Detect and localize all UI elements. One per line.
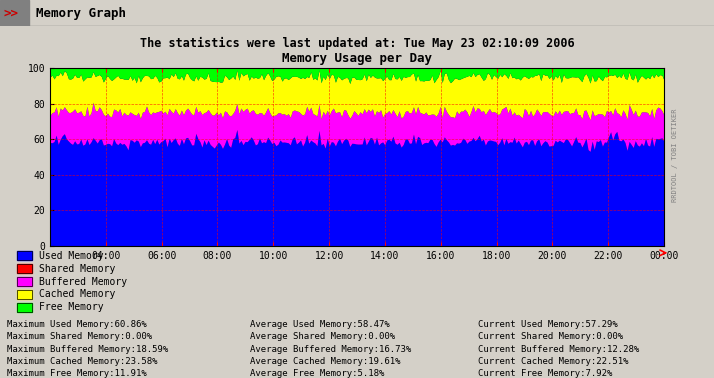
Bar: [0, 0, 29, 26]
Bar: [17, 264, 31, 273]
Text: Free Memory: Free Memory: [39, 302, 104, 312]
Text: Current Free Memory:7.92%: Current Free Memory:7.92%: [478, 369, 613, 378]
Bar: [17, 251, 31, 260]
Text: Average Shared Memory:0.00%: Average Shared Memory:0.00%: [250, 332, 395, 341]
Text: Average Used Memory:58.47%: Average Used Memory:58.47%: [250, 320, 390, 329]
Bar: [17, 264, 31, 273]
Text: Average Cached Memory:19.61%: Average Cached Memory:19.61%: [250, 357, 401, 366]
Bar: [17, 251, 31, 260]
Text: Used Memory: Used Memory: [39, 251, 104, 261]
Bar: [17, 303, 31, 312]
Text: Average Buffered Memory:16.73%: Average Buffered Memory:16.73%: [250, 345, 411, 354]
Bar: [17, 277, 31, 286]
Title: Memory Usage per Day: Memory Usage per Day: [282, 53, 432, 65]
Bar: [17, 277, 31, 286]
Text: Cached Memory: Cached Memory: [39, 290, 116, 299]
Text: The statistics were last updated at: Tue May 23 02:10:09 2006: The statistics were last updated at: Tue…: [140, 37, 574, 50]
Text: RRDTOOL / TOBI OETIKER: RRDTOOL / TOBI OETIKER: [672, 108, 678, 202]
Text: Maximum Buffered Memory:18.59%: Maximum Buffered Memory:18.59%: [7, 345, 169, 354]
Text: Current Cached Memory:22.51%: Current Cached Memory:22.51%: [478, 357, 629, 366]
Bar: [17, 290, 31, 299]
Text: Shared Memory: Shared Memory: [39, 264, 116, 274]
Text: Maximum Used Memory:60.86%: Maximum Used Memory:60.86%: [7, 320, 147, 329]
Text: Buffered Memory: Buffered Memory: [39, 277, 127, 287]
Text: Average Free Memory:5.18%: Average Free Memory:5.18%: [250, 369, 384, 378]
Text: Maximum Free Memory:11.91%: Maximum Free Memory:11.91%: [7, 369, 147, 378]
Bar: [17, 303, 31, 312]
Text: >>: >>: [4, 7, 19, 20]
Text: Current Used Memory:57.29%: Current Used Memory:57.29%: [478, 320, 618, 329]
Text: Maximum Cached Memory:23.58%: Maximum Cached Memory:23.58%: [7, 357, 158, 366]
Text: Current Shared Memory:0.00%: Current Shared Memory:0.00%: [478, 332, 623, 341]
Text: Current Buffered Memory:12.28%: Current Buffered Memory:12.28%: [478, 345, 640, 354]
Text: Maximum Shared Memory:0.00%: Maximum Shared Memory:0.00%: [7, 332, 152, 341]
Bar: [17, 290, 31, 299]
Text: Memory Graph: Memory Graph: [36, 7, 126, 20]
